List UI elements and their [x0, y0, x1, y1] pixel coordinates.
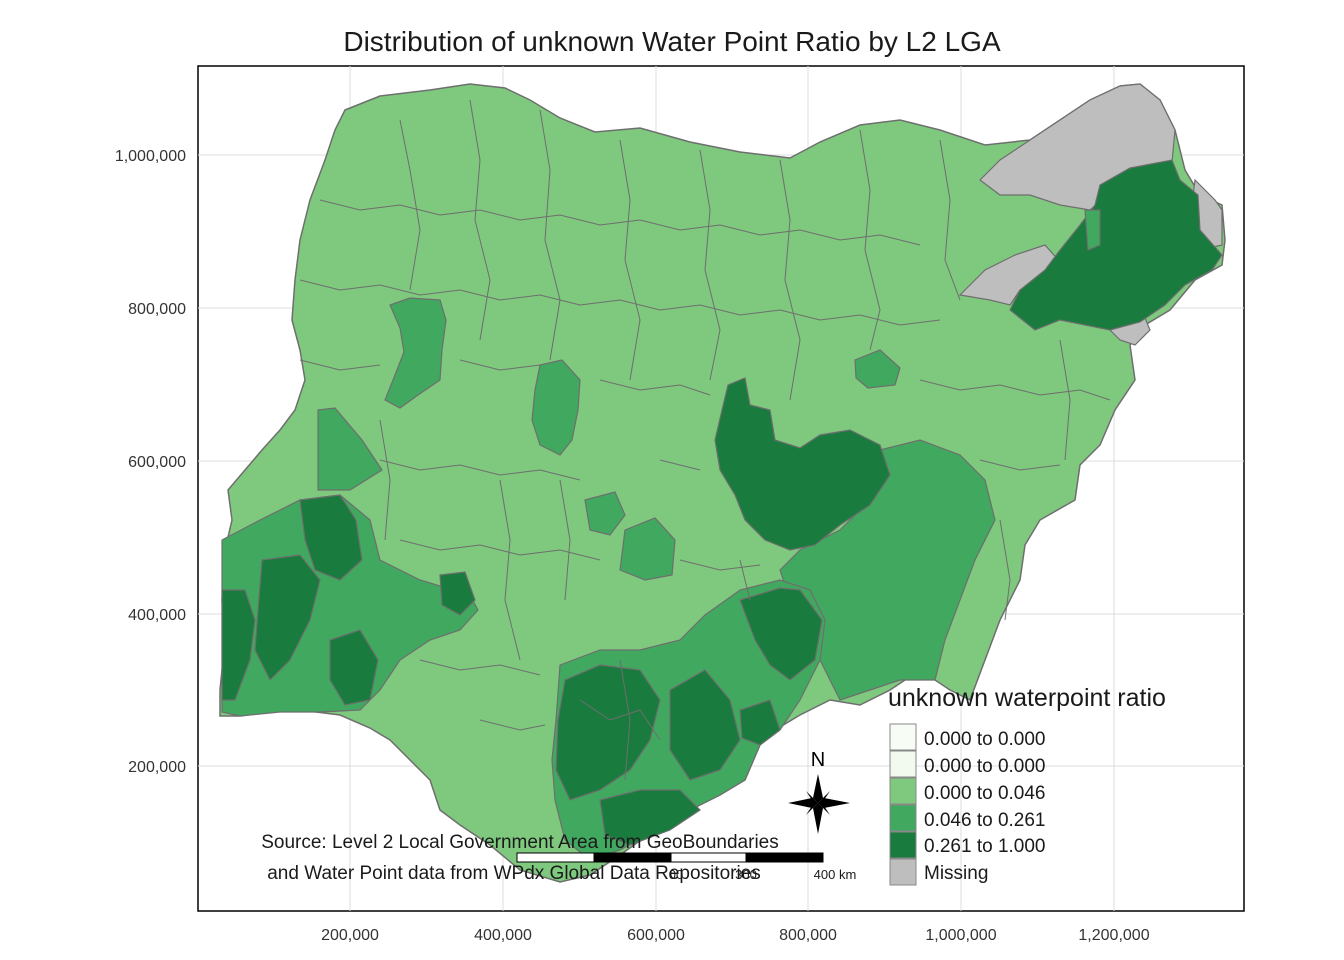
x-tick-label: 600,000: [627, 927, 685, 944]
legend-swatch: [889, 858, 917, 886]
region-dark-southeast-2: [669, 669, 741, 781]
y-tick-label: 200,000: [128, 759, 186, 776]
scale-bar-label: 00: [669, 867, 683, 882]
legend-label: 0.046 to 0.261: [924, 810, 1046, 831]
y-tick-label: 600,000: [128, 454, 186, 471]
legend-swatch: [889, 723, 917, 751]
lga-boundaries: [299, 99, 1111, 781]
source-line-1: Source: Level 2 Local Government Area fr…: [261, 832, 779, 853]
region-dark-southwest-2: [221, 589, 256, 701]
region-dark-southwest-1: [299, 494, 363, 581]
region-dark-southeast-4: [599, 789, 701, 846]
region-dark-southeast-1: [555, 664, 661, 801]
region-dark-southwest-3: [254, 554, 321, 682]
legend-swatch: [889, 831, 917, 859]
region-mid-northeast: [1084, 209, 1101, 251]
region-mid-northwest-border: [317, 407, 383, 491]
region-dark-northeast: [1009, 159, 1223, 331]
source-line-2: and Water Point data from WPdx Global Da…: [267, 863, 761, 884]
region-mid-north-east-small: [854, 349, 901, 389]
compass-star-icon: [788, 774, 850, 834]
region-mid-north-central: [531, 359, 581, 456]
legend-title: unknown waterpoint ratio: [888, 684, 1166, 712]
legend-label: 0.000 to 0.000: [924, 756, 1046, 777]
x-tick-label: 400,000: [474, 927, 532, 944]
x-tick-label: 200,000: [321, 927, 379, 944]
scale-bar-label: 400 km: [814, 867, 857, 882]
north-arrow: N: [788, 749, 850, 834]
legend-label: 0.261 to 1.000: [924, 836, 1046, 857]
scale-bar-label: 300: [735, 867, 757, 882]
region-mid-north-west: [384, 297, 447, 409]
x-tick-label: 1,000,000: [925, 927, 996, 944]
y-tick-label: 800,000: [128, 301, 186, 318]
x-tick-label: 800,000: [779, 927, 837, 944]
region-dark-central: [714, 377, 891, 551]
north-label: N: [811, 749, 825, 771]
legend-swatch: [889, 777, 917, 805]
legend-swatch: [889, 750, 917, 778]
x-axis: 200,000 400,000 600,000 800,000 1,000,00…: [321, 927, 1150, 944]
region-mid-central-east: [779, 439, 996, 701]
y-tick-label: 400,000: [128, 607, 186, 624]
region-mid-plateau: [584, 491, 626, 536]
y-tick-label: 1,000,000: [115, 148, 186, 165]
source-note: Source: Level 2 Local Government Area fr…: [261, 832, 779, 884]
x-tick-label: 1,200,000: [1078, 927, 1149, 944]
region-mid-middle-belt: [619, 517, 676, 581]
region-dark-southwest-4: [329, 629, 379, 706]
region-dark-southeast-3: [739, 587, 823, 681]
legend-swatch: [889, 804, 917, 832]
region-dark-southwest-5: [439, 571, 476, 616]
legend-label: 0.000 to 0.000: [924, 729, 1046, 750]
region-dark-southeast-5: [739, 699, 781, 746]
legend-label: Missing: [924, 863, 988, 884]
map-title: Distribution of unknown Water Point Rati…: [343, 26, 1001, 57]
scale-bar: 00 300 400 km: [516, 852, 857, 882]
legend: unknown waterpoint ratio 0.000 to 0.000 …: [888, 684, 1166, 886]
y-axis: 200,000 400,000 600,000 800,000 1,000,00…: [115, 148, 186, 776]
legend-label: 0.000 to 0.046: [924, 783, 1046, 804]
